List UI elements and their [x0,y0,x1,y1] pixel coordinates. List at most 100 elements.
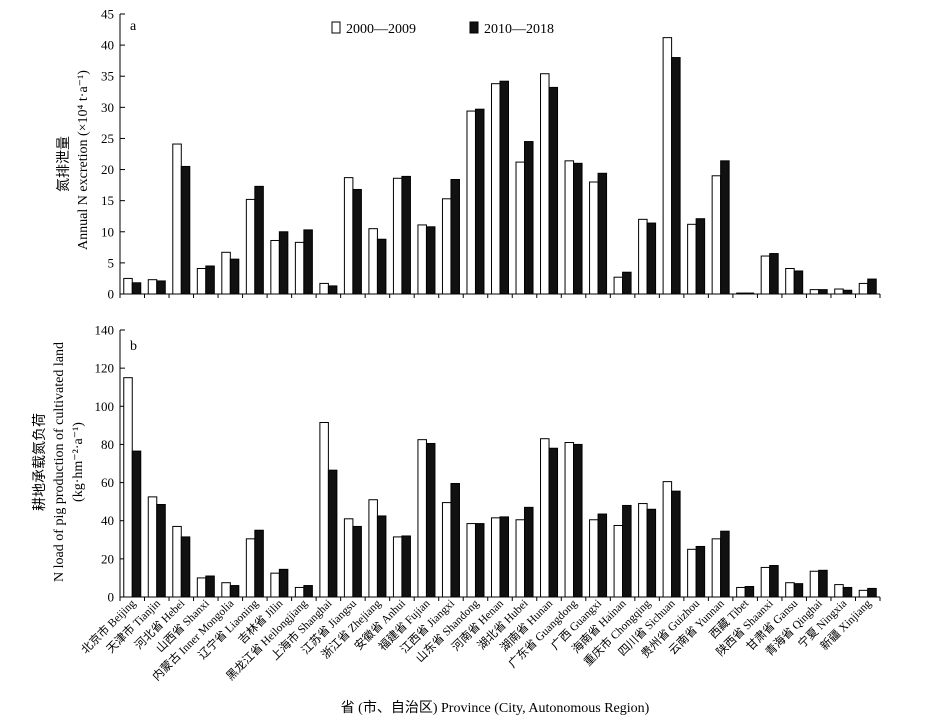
panel-a-bar-series1-22 [662,37,673,295]
panel-a-bar-series1-30 [858,282,869,295]
panel-b-bar-series1-10 [368,499,378,598]
panel-b-bar-series2-14 [474,523,485,598]
legend-label-2010-2018: 2010—2018 [484,22,554,37]
legend: 2000—2009 2010—2018 [331,21,554,37]
panel-a-bar-series2-13 [450,179,460,295]
panel-a-y-tick-label: 35 [101,69,114,84]
panel-a-bar-series2-11 [401,175,411,295]
panel-b-bar-series1-3 [196,577,207,598]
panel-b-bar-series2-26 [769,565,779,598]
panel-a: a 氮排泄量 Annual N excretion (×10⁴ t·a⁻¹) 2… [56,7,881,302]
panel-a-bar-series1-21 [638,218,648,295]
panel-b-bar-series2-22 [671,490,681,598]
panel-a-bar-series2-14 [474,108,485,295]
panel-a-bar-series2-2 [180,165,191,295]
panel-a-y-tick-label: 0 [108,287,115,302]
legend-label-2000-2009: 2000—2009 [346,22,416,37]
panel-a-bars [123,37,877,295]
panel-b-bar-series2-24 [720,530,730,598]
panel-a-bar-series2-7 [303,229,313,295]
panel-a-bar-series1-6 [270,239,280,295]
panel-a-bar-series1-14 [466,110,476,295]
panel-b-bar-series2-13 [450,483,460,598]
panel-b-bar-series1-27 [785,582,795,598]
panel-b: b 耕地承载氮负荷 N load of pig production of cu… [31,323,881,683]
panel-b-ylabel-cn: 耕地承载氮负荷 [31,413,48,511]
panel-a-bar-series2-15 [499,80,509,295]
panel-a-bar-series1-12 [417,224,427,295]
panel-b-bar-series1-20 [613,524,624,598]
panel-b-bar-series1-6 [270,572,280,598]
panel-a-y-tick-label: 30 [101,100,114,115]
panel-b-bar-series2-1 [156,504,166,598]
panel-b-bar-series1-23 [687,548,697,598]
panel-b-bar-series1-28 [809,570,820,598]
panel-a-bar-series2-12 [425,226,436,295]
panel-b-y-tick-label: 120 [95,361,115,376]
panel-a-bar-series1-1 [147,279,158,295]
panel-b-bar-series2-0 [131,450,142,598]
panel-b-y-tick-label: 60 [101,475,114,490]
panel-a-bar-series2-21 [646,222,657,295]
panel-a-bar-series2-9 [352,188,362,295]
panel-a-bar-series1-9 [343,177,354,295]
panel-a-bar-series1-4 [221,251,231,295]
panel-b-bar-series2-20 [622,504,632,598]
panel-b-bar-series1-18 [564,442,575,598]
panel-b-bar-series1-14 [466,523,476,598]
panel-b-y-tick-label: 140 [95,323,115,338]
panel-b-bar-series1-13 [441,502,452,598]
panel-b-y-tick-label: 80 [101,437,114,452]
panel-b-bar-series2-3 [205,575,215,598]
panel-a-bar-series1-27 [785,267,795,295]
panel-a-ylabel-cn: 氮排泄量 [56,136,72,192]
panel-b-bar-series2-5 [254,529,264,598]
panel-b-bar-series2-4 [229,585,240,598]
panel-b-ylabel-unit: (kg·hm⁻²·a⁻¹) [71,422,86,502]
panel-a-bar-series1-17 [540,73,550,295]
panel-b-bar-series1-15 [491,517,501,598]
panel-a-bar-series1-8 [319,282,329,295]
panel-b-bar-series1-4 [221,582,231,598]
panel-b-axes: 0 20 40 60 80 100 120 140 [95,323,881,605]
panel-b-bar-series1-30 [858,589,869,598]
panel-b-bar-series1-24 [711,538,722,598]
panel-a-bar-series2-1 [156,280,166,295]
x-axis-label: 省 (市、自治区) Province (City, Autonomous Reg… [341,699,650,716]
panel-b-bar-series1-25 [736,586,746,598]
panel-b-bar-series1-11 [392,536,403,598]
panel-a-y-tick-label: 15 [101,193,114,208]
panel-b-y-tick-label: 40 [101,513,114,528]
panel-a-bar-series1-15 [491,83,501,295]
panel-a-bar-series2-24 [720,160,730,295]
panel-b-bar-series1-22 [662,481,673,598]
panel-b-bar-series2-21 [646,508,657,598]
panel-a-bar-series2-10 [376,238,387,295]
panel-b-bar-series2-29 [842,586,853,598]
panel-a-y-tick-label: 20 [101,162,114,177]
panel-a-bar-series1-7 [294,241,305,295]
panel-b-bar-series1-2 [172,525,182,598]
panel-b-bar-series1-12 [417,439,427,598]
panel-b-bar-series2-16 [524,506,534,598]
panel-a-bar-series1-11 [392,177,403,295]
panel-b-bar-series1-19 [589,519,599,598]
panel-a-bar-series1-29 [834,288,844,295]
panel-a-bar-series1-26 [760,255,771,295]
panel-a-bar-series1-2 [172,143,182,295]
panel-a-bar-series2-8 [327,285,338,295]
panel-b-bar-series2-2 [180,536,191,598]
panel-b-bar-series2-19 [597,513,608,598]
panel-b-bar-series2-28 [818,569,828,598]
panel-a-y-tick-label: 40 [101,38,114,53]
panel-b-bar-series1-21 [638,503,648,598]
panel-b-bar-series2-18 [573,443,583,598]
panel-b-bar-series1-9 [343,518,354,598]
panel-a-bar-series2-6 [278,231,289,295]
panel-a-bar-series2-16 [524,141,534,295]
panel-b-bar-series1-16 [515,519,526,598]
panel-a-bar-series1-0 [123,277,133,295]
panel-a-bar-series2-29 [842,289,853,295]
panel-a-label: a [130,19,137,34]
panel-a-bar-series2-17 [548,86,559,295]
